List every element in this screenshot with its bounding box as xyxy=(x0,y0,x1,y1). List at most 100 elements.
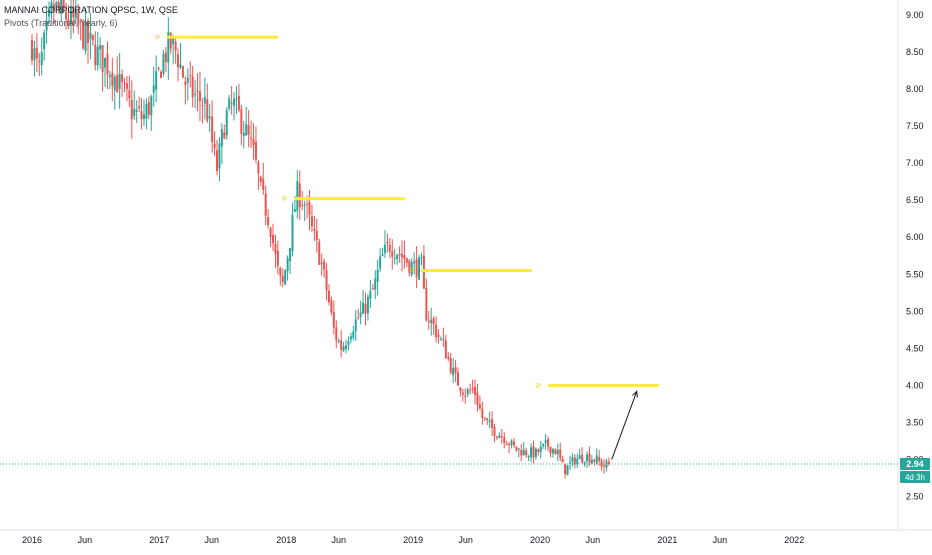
x-tick-label: Jun xyxy=(586,535,601,545)
candle-body xyxy=(306,203,309,205)
candle-body xyxy=(223,132,226,139)
candle-body xyxy=(242,132,245,137)
candle-body xyxy=(379,256,382,269)
candle-body xyxy=(269,228,272,237)
candle-body xyxy=(281,276,284,282)
candle-body xyxy=(45,20,48,31)
x-tick-label: 2019 xyxy=(403,535,423,545)
candle-body xyxy=(476,392,479,405)
candle-body xyxy=(150,96,153,116)
candle-body xyxy=(352,331,355,338)
candle-body xyxy=(52,4,55,11)
candle-body xyxy=(74,10,77,19)
candle-body xyxy=(218,143,221,169)
candle-body xyxy=(245,124,248,136)
candle-body xyxy=(106,53,109,75)
pivot-label: P xyxy=(155,35,160,42)
candle-body xyxy=(140,111,143,120)
candle-body xyxy=(347,341,350,345)
candle-body xyxy=(340,340,343,350)
candle-body xyxy=(332,312,335,328)
candle-body xyxy=(135,110,138,112)
candle-body xyxy=(374,278,377,290)
candle-body xyxy=(364,303,367,314)
candle-body xyxy=(534,448,537,457)
candle-body xyxy=(96,46,99,66)
candle-body xyxy=(43,32,46,50)
candle-body xyxy=(91,34,94,41)
candle-body xyxy=(79,21,82,23)
candle-body xyxy=(160,71,163,78)
candle-body xyxy=(588,453,591,463)
last-price-badge xyxy=(900,458,930,471)
x-tick-label: 2021 xyxy=(657,535,677,545)
candle-body xyxy=(186,77,189,83)
candle-body xyxy=(454,367,457,374)
candle-body xyxy=(354,319,357,332)
candle-body xyxy=(116,74,119,93)
candle-body xyxy=(544,440,547,443)
candle-body xyxy=(237,95,240,111)
candle-body xyxy=(396,254,399,260)
candle-body xyxy=(113,76,116,91)
candle-body xyxy=(415,259,418,277)
annotation-arrowhead xyxy=(632,390,638,398)
candle-body xyxy=(515,446,518,451)
x-tick-label: 2020 xyxy=(530,535,550,545)
pivot-label: P xyxy=(409,269,414,276)
candle-body xyxy=(289,248,292,262)
last-price-value: 2.94 xyxy=(906,459,924,469)
candles-group xyxy=(31,0,610,479)
candle-body xyxy=(522,449,525,456)
candle-body xyxy=(427,320,430,322)
candle-body xyxy=(549,446,552,454)
candle-body xyxy=(383,244,386,254)
candle-body xyxy=(478,404,481,409)
y-tick-label: 5.00 xyxy=(906,306,924,316)
candle-body xyxy=(108,75,111,78)
candle-body xyxy=(590,459,593,464)
candle-body xyxy=(313,228,316,231)
candle-body xyxy=(279,267,282,276)
candle-body xyxy=(586,454,589,462)
candle-body xyxy=(386,242,389,244)
candle-body xyxy=(211,116,214,142)
candle-body xyxy=(55,2,58,7)
candle-body xyxy=(254,141,257,160)
candle-body xyxy=(495,436,498,438)
candle-body xyxy=(274,243,277,254)
candle-body xyxy=(359,312,362,317)
indicator-title[interactable]: Pivots (Traditional, Yearly, 6) xyxy=(4,18,118,28)
candle-body xyxy=(169,32,172,49)
candle-body xyxy=(259,176,262,182)
candle-body xyxy=(101,45,104,72)
candle-body xyxy=(167,32,170,63)
symbol-title[interactable]: MANNAI CORPORATION QPSC, 1W, QSE xyxy=(4,5,178,15)
x-tick-label: Jun xyxy=(713,535,728,545)
x-tick-label: Jun xyxy=(78,535,93,545)
annotation-arrow xyxy=(611,391,638,460)
candle-body xyxy=(145,104,148,119)
candle-body xyxy=(179,64,182,68)
candle-body xyxy=(191,76,194,98)
y-tick-label: 3.50 xyxy=(906,418,924,428)
y-tick-label: 8.50 xyxy=(906,47,924,57)
countdown-badge xyxy=(900,471,930,484)
candle-body xyxy=(600,460,603,467)
candle-body xyxy=(505,444,508,446)
pivot-label: P xyxy=(536,383,541,390)
x-tick-label: Jun xyxy=(205,535,220,545)
candle-body xyxy=(276,250,279,266)
candle-body xyxy=(573,457,576,465)
candle-body xyxy=(486,418,489,421)
candle-body xyxy=(420,256,423,258)
candle-body xyxy=(539,446,542,452)
candle-body xyxy=(525,450,528,456)
x-tick-label: 2022 xyxy=(784,535,804,545)
candle-body xyxy=(230,102,233,104)
candle-body xyxy=(413,261,416,264)
candle-body xyxy=(408,260,411,274)
candle-body xyxy=(162,53,165,74)
